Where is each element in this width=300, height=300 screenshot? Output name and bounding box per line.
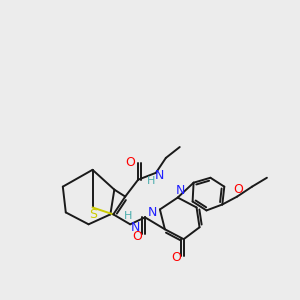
Text: O: O: [171, 251, 181, 265]
Text: N: N: [130, 221, 140, 234]
Text: N: N: [176, 184, 185, 197]
Text: S: S: [89, 208, 98, 221]
Text: O: O: [132, 230, 142, 243]
Text: O: O: [233, 183, 243, 196]
Text: O: O: [125, 156, 135, 170]
Text: H: H: [147, 176, 155, 186]
Text: N: N: [147, 206, 157, 219]
Text: H: H: [124, 212, 132, 221]
Text: N: N: [155, 169, 165, 182]
